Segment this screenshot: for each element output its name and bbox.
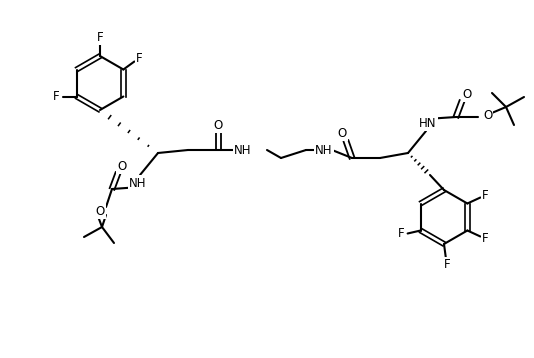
Text: NH: NH — [315, 144, 333, 156]
Text: F: F — [482, 232, 489, 245]
Text: F: F — [97, 30, 103, 44]
Text: O: O — [96, 204, 105, 218]
Text: O: O — [337, 126, 347, 140]
Text: NH: NH — [234, 144, 252, 156]
Text: O: O — [214, 118, 223, 131]
Text: O: O — [117, 160, 127, 173]
Text: F: F — [482, 189, 489, 202]
Text: NH: NH — [129, 176, 147, 189]
Text: O: O — [462, 87, 472, 101]
Text: O: O — [483, 108, 492, 121]
Text: F: F — [53, 90, 60, 103]
Text: F: F — [398, 227, 405, 240]
Text: HN: HN — [419, 116, 437, 130]
Text: F: F — [444, 258, 450, 271]
Text: F: F — [136, 52, 143, 65]
